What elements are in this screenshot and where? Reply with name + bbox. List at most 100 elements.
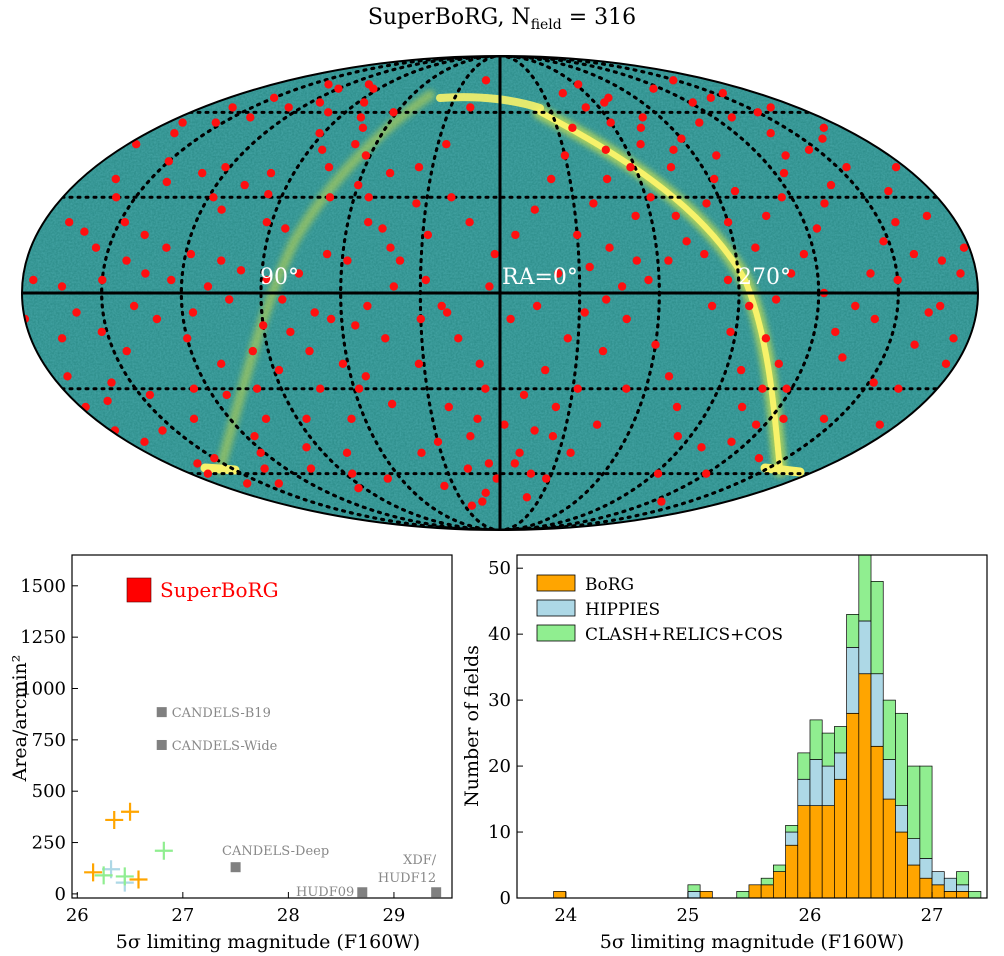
histogram-bar [785, 825, 799, 833]
histogram-bar [809, 805, 823, 899]
histogram-bar [870, 745, 884, 899]
field-point [414, 359, 424, 368]
field-point [751, 243, 760, 252]
field-point [956, 269, 965, 278]
survey-label: HUDF12 [378, 871, 436, 886]
field-point [786, 269, 796, 278]
histogram-bar [687, 884, 701, 892]
field-point [315, 129, 324, 138]
sky-map: 90° RA=0° 270° [21, 55, 979, 531]
field-point [72, 308, 81, 317]
field-point [484, 459, 494, 468]
field-point [466, 103, 475, 112]
legend-label: HIPPIES [585, 600, 660, 620]
left-y-axis-label: Area/arcmin² [9, 655, 31, 783]
field-point [467, 501, 477, 510]
field-point [766, 103, 775, 112]
legend-swatch [536, 599, 576, 617]
x-tick-label: 29 [382, 905, 405, 926]
field-point [98, 275, 107, 285]
field-point [481, 76, 491, 85]
histogram-bar [943, 877, 957, 892]
histogram-bar [882, 798, 896, 899]
histogram-bar [846, 614, 860, 648]
field-point [949, 334, 958, 343]
histogram-bar [882, 759, 896, 800]
field-point [602, 174, 612, 184]
field-point [412, 199, 421, 208]
survey-label: CANDELS-Deep [222, 844, 329, 859]
legend-label: CLASH+RELICS+COS [585, 625, 783, 645]
field-point [322, 249, 332, 259]
field-point [284, 103, 293, 112]
field-point [697, 443, 706, 452]
field-point [364, 218, 373, 227]
field-point [573, 230, 582, 240]
field-point [554, 269, 563, 278]
field-point [440, 481, 449, 491]
y-tick-label: 30 [488, 690, 511, 711]
field-point [779, 414, 788, 423]
field-point [636, 123, 646, 132]
field-point [221, 163, 230, 172]
field-point [261, 414, 271, 423]
field-point [343, 256, 352, 265]
histogram-bar [931, 884, 945, 899]
field-point [473, 414, 482, 423]
field-point [347, 414, 356, 423]
y-tick-label: 1000 [20, 679, 66, 700]
field-point [211, 118, 220, 127]
survey-cross [115, 867, 134, 886]
field-point [622, 314, 631, 324]
field-point [189, 414, 199, 423]
field-point [198, 168, 207, 178]
field-point [712, 151, 721, 160]
field-point [274, 365, 284, 375]
x-tick-label: 26 [66, 905, 89, 926]
field-point [646, 193, 655, 202]
field-point [274, 479, 283, 488]
field-point [866, 269, 875, 278]
field-point [29, 275, 38, 285]
field-point [959, 243, 969, 252]
field-point [664, 256, 673, 265]
field-point [782, 384, 791, 393]
field-point [65, 218, 74, 227]
field-point [252, 384, 262, 393]
field-point [389, 108, 398, 117]
histogram-bar [760, 877, 774, 886]
field-point [585, 262, 594, 272]
field-point [541, 365, 550, 375]
field-point [302, 414, 311, 423]
field-point [941, 359, 951, 368]
field-point [318, 145, 327, 154]
field-point [466, 432, 475, 441]
field-point [386, 243, 395, 252]
histogram-bar [895, 805, 908, 833]
field-point [107, 378, 116, 387]
field-point [364, 193, 373, 202]
histogram-bar [907, 838, 921, 866]
histogram-bar [773, 864, 786, 872]
histogram-bar [919, 858, 933, 879]
field-point [444, 402, 453, 412]
field-point [819, 414, 829, 423]
field-point [879, 237, 888, 246]
field-point [604, 93, 613, 103]
field-point [442, 308, 452, 317]
field-point [891, 218, 900, 227]
field-point [774, 359, 783, 368]
field-point [511, 230, 520, 240]
field-point [324, 108, 333, 117]
field-point [730, 186, 740, 196]
field-point [97, 327, 107, 337]
survey-cross [105, 810, 124, 829]
histogram-bar [968, 891, 982, 899]
field-point [700, 249, 709, 259]
x-tick-label: 25 [676, 905, 699, 926]
field-point [433, 437, 443, 446]
field-point [669, 145, 678, 154]
field-point [162, 177, 171, 187]
field-point [262, 275, 271, 285]
